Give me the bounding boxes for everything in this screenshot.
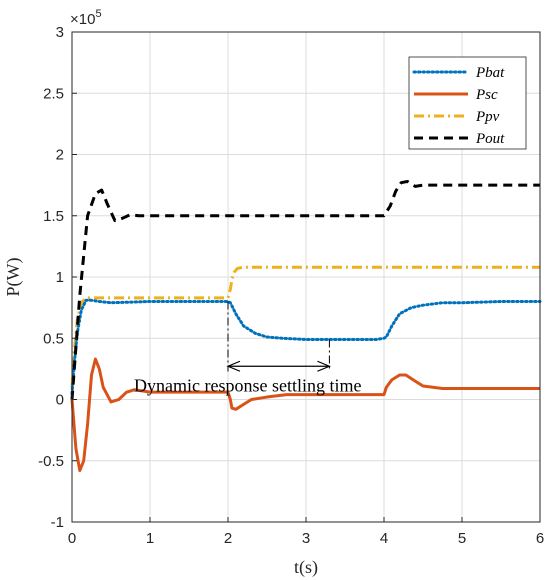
annotation-arrowhead-left [226,360,241,372]
y-tick-label: -1 [51,514,64,531]
x-tick-label: 5 [458,530,466,547]
annotation-text: Dynamic response settling time [134,375,361,395]
x-tick-label: 0 [68,530,76,547]
series-line-pbat [70,298,542,395]
x-tick-label: 3 [302,530,310,547]
x-tick-label: 4 [380,530,388,547]
y-tick-label: 0.5 [43,330,64,347]
y-tick-label: -0.5 [38,453,64,470]
legend: Pbat Psc Ppv Pout [408,56,527,150]
y-tick-label: 0 [56,392,64,409]
x-axis-label: t(s) [294,557,318,578]
annotation-arrowhead-right [317,360,331,372]
y-tick-label: 3 [56,24,64,41]
x-tick-label: 6 [536,530,544,547]
y-tick-label: 2.5 [43,85,64,102]
series-layer [70,179,542,473]
legend-box [408,56,527,150]
legend-label-ppv: Ppv [475,109,500,125]
x-tick-label: 1 [146,530,154,547]
series-line-pout [70,179,540,400]
legend-label-pbat: Pbat [475,65,505,81]
y-axis-label: P(W) [3,258,24,297]
ticks [71,31,541,523]
y-tick-label: 2 [56,147,64,164]
x-tick-label: 2 [224,530,232,547]
tick-labels: 0 1 2 3 4 5 6 -1 -0.5 0 0.5 1 1.5 2 2.5 3 [38,24,544,547]
legend-label-psc: Psc [475,87,498,103]
legend-label-pout: Pout [475,131,505,147]
y-tick-label: 1 [56,269,64,286]
annotation: Dynamic response settling time [134,301,361,395]
y-multiplier: ×105 [70,8,102,28]
series-line-psc [70,357,540,473]
series-line-ppv [70,265,540,388]
y-tick-label: 1.5 [43,208,64,225]
